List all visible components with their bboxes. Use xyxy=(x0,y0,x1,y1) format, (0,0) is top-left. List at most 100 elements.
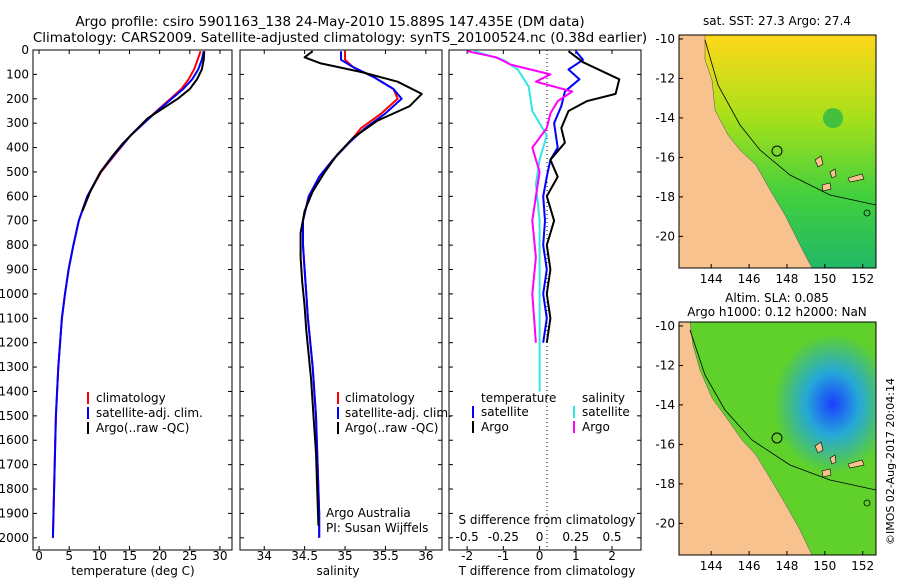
x-top-tick-label: -0.25 xyxy=(488,530,519,544)
y-tick-label: 1400 xyxy=(0,384,29,398)
difference-legend: temperature satellite Argo salinity sate… xyxy=(472,391,630,434)
map-x-tick-label: 148 xyxy=(776,559,799,573)
legend-label-satellite: satellite-adj. clim. xyxy=(96,406,203,420)
series-line-t-satellite xyxy=(542,50,584,343)
x-tick-label: -1 xyxy=(497,549,509,563)
x-top-tick-label: -0.5 xyxy=(455,530,478,544)
map-y-tick-label: -12 xyxy=(655,358,675,372)
x-tick-label: 30 xyxy=(212,549,227,563)
difference-series xyxy=(466,50,621,392)
sst-map-title: sat. SST: 27.3 Argo: 27.4 xyxy=(703,14,851,28)
x-tick-label: 2 xyxy=(608,549,616,563)
y-tick-label: 1900 xyxy=(0,506,29,520)
island-group xyxy=(814,441,865,478)
header-line1: Argo profile: csiro 5901163_138 24-May-2… xyxy=(75,14,584,30)
y-tick-label: 1100 xyxy=(0,311,29,325)
legend-label-s-satellite: satellite xyxy=(582,405,630,419)
island-group xyxy=(814,155,865,192)
x-tick-label: -2 xyxy=(461,549,473,563)
temperature-xlabel: temperature (deg C) xyxy=(71,564,194,578)
x-top-tick-label: 0 xyxy=(536,530,544,544)
reef-contour xyxy=(704,39,877,206)
map-y-tick-label: -18 xyxy=(655,477,675,491)
difference-ticks: -2 -1 0 1 2 -0.5 -0.25 0 0.25 0.5 xyxy=(455,50,622,563)
y-tick-label: 900 xyxy=(6,263,29,277)
legend-label-argo: Argo(..raw -QC) xyxy=(345,421,438,435)
salinity-ticks: 34 34.5 35 35.5 36 xyxy=(257,50,433,563)
x-tick-label: 36 xyxy=(418,549,433,563)
y-tick-label: 1800 xyxy=(0,482,29,496)
mooring-marker xyxy=(863,209,871,217)
sst-map-panel: sat. SST: 27.3 Argo: 27.4 144 146 148 150 15… xyxy=(655,14,877,286)
legend-label-t-satellite: satellite xyxy=(481,405,529,419)
sla-map-frame xyxy=(678,321,877,556)
x-tick-label: 0 xyxy=(536,549,544,563)
salinity-axes-frame xyxy=(239,49,443,551)
header-line2: Climatology: CARS2009. Satellite-adjuste… xyxy=(33,30,647,46)
profile-marker xyxy=(771,432,783,444)
y-tick-label: 400 xyxy=(6,141,29,155)
map-y-tick-label: -10 xyxy=(655,32,675,46)
x-tick-label: 20 xyxy=(152,549,167,563)
legend-label-satellite: satellite-adj. clim. xyxy=(345,406,452,420)
salinity-series xyxy=(299,50,423,538)
map-x-tick-label: 152 xyxy=(851,272,874,286)
map-y-tick-label: -14 xyxy=(655,111,675,125)
x-tick-label: 34 xyxy=(257,549,272,563)
legend-label-s-argo: Argo xyxy=(582,420,610,434)
map-y-tick-label: -18 xyxy=(655,190,675,204)
series-line-climatology xyxy=(51,50,202,538)
difference-panel: -2 -1 0 1 2 -0.5 -0.25 0 0.25 0.5 S difference fr… xyxy=(448,49,642,578)
temperature-axes-frame xyxy=(32,49,233,551)
x-tick-label: 1 xyxy=(572,549,580,563)
map-y-tick-label: -16 xyxy=(655,437,675,451)
x-tick-label: 0 xyxy=(35,549,43,563)
y-tick-label: 500 xyxy=(6,165,29,179)
map-y-tick-label: -12 xyxy=(655,71,675,85)
y-tick-label: 100 xyxy=(6,67,29,81)
series-line-s-argo xyxy=(466,50,574,343)
temperature-series xyxy=(51,50,206,538)
credit-line2: PI: Susan Wijffels xyxy=(326,521,428,535)
land-mass xyxy=(678,34,813,269)
map-y-tick-label: -20 xyxy=(655,516,675,530)
series-line-argo-raw-qc- xyxy=(81,51,206,212)
map-x-tick-label: 146 xyxy=(738,559,761,573)
map-y-tick-label: -20 xyxy=(655,229,675,243)
y-tick-label: 300 xyxy=(6,116,29,130)
y-tick-label: 1500 xyxy=(0,409,29,423)
sla-map-title-line2: Argo h1000: 0.12 h2000: NaN xyxy=(687,305,867,319)
temperature-panel: 0100200300400500600700800900100011001200… xyxy=(0,43,641,578)
x-tick-label: 35 xyxy=(337,549,352,563)
y-tick-label: 1300 xyxy=(0,360,29,374)
map-x-tick-label: 148 xyxy=(776,272,799,286)
salinity-xlabel: salinity xyxy=(316,564,359,578)
map-x-tick-label: 144 xyxy=(700,559,723,573)
x-tick-label: 25 xyxy=(182,549,197,563)
difference-xlabel-top: S difference from climatology xyxy=(459,513,636,527)
y-tick-label: 800 xyxy=(6,238,29,252)
y-tick-label: 200 xyxy=(6,92,29,106)
legend-label-climatology: climatology xyxy=(96,391,166,405)
y-tick-label: 1200 xyxy=(0,336,29,350)
y-tick-label: 1000 xyxy=(0,287,29,301)
salinity-legend: climatology satellite-adj. clim. Argo(..… xyxy=(337,391,452,435)
watermark: ©IMOS 02-Aug-2017 20:04:14 xyxy=(884,378,897,545)
legend-title-salinity: salinity xyxy=(582,391,625,405)
map-x-tick-label: 150 xyxy=(813,559,836,573)
difference-axes-frame xyxy=(448,49,642,551)
y-tick-label: 1600 xyxy=(0,433,29,447)
map-y-tick-label: -16 xyxy=(655,150,675,164)
sst-map-frame xyxy=(678,34,877,269)
series-line-satellite-adj-clim- xyxy=(51,50,205,538)
temperature-legend: climatology satellite-adj. clim. Argo(..… xyxy=(87,391,203,435)
y-tick-label: 2000 xyxy=(0,531,29,545)
x-tick-label: 34.5 xyxy=(291,549,318,563)
sla-map-title-line1: Altim. SLA: 0.085 xyxy=(725,291,829,305)
y-tick-label: 600 xyxy=(6,189,29,203)
legend-label-argo: Argo(..raw -QC) xyxy=(96,421,189,435)
map-y-tick-label: -14 xyxy=(655,398,675,412)
x-tick-label: 10 xyxy=(92,549,107,563)
legend-title-temperature: temperature xyxy=(481,391,556,405)
